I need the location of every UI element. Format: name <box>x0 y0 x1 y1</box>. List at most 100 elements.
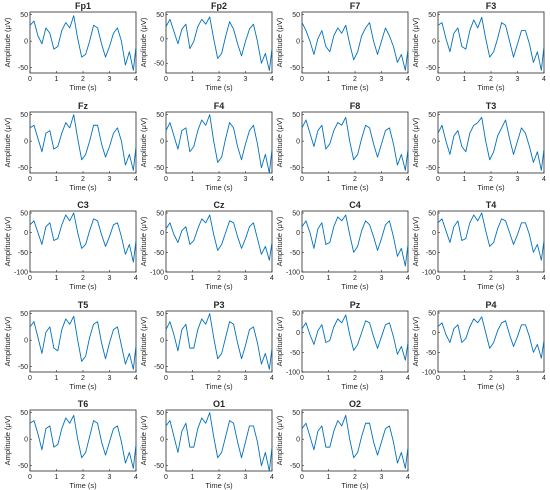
x-tick-label: 2 <box>489 76 493 83</box>
plot-frame-f8 <box>301 111 409 174</box>
y-tick-label: 50 <box>20 410 28 417</box>
x-tick-label: 3 <box>244 176 248 183</box>
plot-frame-cz <box>165 210 273 273</box>
y-tick-label: 50 <box>156 112 164 119</box>
x-axis-label: Time (s) <box>69 282 97 291</box>
y-tick-label: 0 <box>296 139 300 146</box>
y-tick-label: -50 <box>426 350 436 357</box>
signal-line-f7 <box>301 22 409 71</box>
subplot-title-o2: O2 <box>349 399 361 409</box>
plot-frame-fp1 <box>29 11 137 74</box>
x-tick-label: 4 <box>542 375 546 382</box>
subplot-title-o1: O1 <box>213 399 225 409</box>
signal-line-t6 <box>29 414 137 469</box>
plot-frame-p4 <box>437 310 545 373</box>
x-tick-label: 0 <box>164 275 168 282</box>
y-tick-label: 0 <box>24 230 28 237</box>
y-tick-label: -50 <box>154 250 164 257</box>
y-axis-label: Amplitude (μV) <box>411 216 420 266</box>
plot-frame-o1 <box>165 409 273 472</box>
x-tick-label: 1 <box>55 275 59 282</box>
plot-frame-t4 <box>437 210 545 273</box>
x-axis-label: Time (s) <box>341 183 369 192</box>
subplot-title-f4: F4 <box>214 101 225 111</box>
x-axis-label: Time (s) <box>477 83 505 92</box>
y-tick-label: 50 <box>292 310 300 317</box>
x-axis-label: Time (s) <box>69 83 97 92</box>
y-tick-label: -50 <box>18 364 28 371</box>
y-tick-label: -50 <box>290 250 300 257</box>
y-tick-label: -50 <box>290 165 300 172</box>
x-tick-label: 4 <box>134 474 138 481</box>
y-tick-label: 0 <box>160 36 164 43</box>
plot-frame-p3 <box>165 310 273 373</box>
subplot-title-f3: F3 <box>486 1 497 11</box>
y-tick-label: 0 <box>24 39 28 46</box>
signal-line-o1 <box>165 412 273 472</box>
x-axis-label: Time (s) <box>205 481 233 490</box>
signal-line-fp2 <box>165 16 273 72</box>
y-axis-label: Amplitude (μV) <box>411 316 420 366</box>
y-tick-label: -50 <box>290 350 300 357</box>
subplot-title-f7: F7 <box>350 1 361 11</box>
signal-line-c3 <box>29 212 137 263</box>
y-tick-label: -50 <box>426 250 436 257</box>
y-tick-label: -50 <box>18 250 28 257</box>
subplot-title-p3: P3 <box>213 300 224 310</box>
x-axis-label: Time (s) <box>205 83 233 92</box>
x-tick-label: 1 <box>327 76 331 83</box>
subplot-title-t4: T4 <box>486 200 497 210</box>
x-tick-label: 3 <box>244 375 248 382</box>
y-axis-label: Amplitude (μV) <box>3 216 12 266</box>
x-tick-label: 2 <box>81 375 85 382</box>
y-axis-label: Amplitude (μV) <box>3 117 12 167</box>
y-tick-label: 50 <box>20 210 28 217</box>
x-tick-label: 0 <box>28 76 32 83</box>
y-tick-label: 50 <box>156 311 164 318</box>
x-tick-label: 4 <box>542 76 546 83</box>
subplot-title-fz: Fz <box>78 101 88 111</box>
y-axis-label: Amplitude (μV) <box>139 17 148 67</box>
x-tick-label: 1 <box>55 176 59 183</box>
x-tick-label: 3 <box>244 275 248 282</box>
subplot-title-p4: P4 <box>485 300 496 310</box>
subplot-c4: C4 0 1 2 3 4 -100 -50 0 50 Time (s) Amplitude (μV) <box>275 200 410 291</box>
signal-line-p3 <box>165 313 273 370</box>
x-tick-label: 0 <box>436 275 440 282</box>
y-tick-label: -50 <box>290 65 300 72</box>
y-axis-label: Amplitude (μV) <box>3 316 12 366</box>
y-tick-label: -50 <box>426 65 436 72</box>
x-tick-label: 2 <box>353 474 357 481</box>
x-tick-label: 3 <box>108 275 112 282</box>
x-tick-label: 4 <box>134 375 138 382</box>
y-axis-label: Amplitude (μV) <box>411 17 420 67</box>
x-tick-label: 1 <box>327 176 331 183</box>
x-tick-label: 0 <box>436 375 440 382</box>
x-tick-label: 2 <box>81 474 85 481</box>
x-tick-label: 3 <box>108 474 112 481</box>
x-tick-label: 1 <box>55 375 59 382</box>
y-tick-label: -50 <box>154 61 164 68</box>
x-tick-label: 2 <box>353 76 357 83</box>
x-tick-label: 4 <box>270 474 274 481</box>
subplot-title-t5: T5 <box>78 300 89 310</box>
y-tick-label: 50 <box>20 12 28 19</box>
y-tick-label: -50 <box>154 364 164 371</box>
y-tick-label: 0 <box>24 437 28 444</box>
x-axis-label: Time (s) <box>69 183 97 192</box>
y-tick-label: -100 <box>286 270 300 277</box>
x-tick-label: 3 <box>108 176 112 183</box>
subplot-fp2: Fp2 0 1 2 3 4 -50 0 50 Time (s) Amplitude (μV) <box>139 1 274 92</box>
y-axis-label: Amplitude (μV) <box>139 216 148 266</box>
plot-frame-c3 <box>29 210 137 273</box>
y-tick-label: 50 <box>156 12 164 19</box>
plot-frame-pz <box>301 310 409 373</box>
